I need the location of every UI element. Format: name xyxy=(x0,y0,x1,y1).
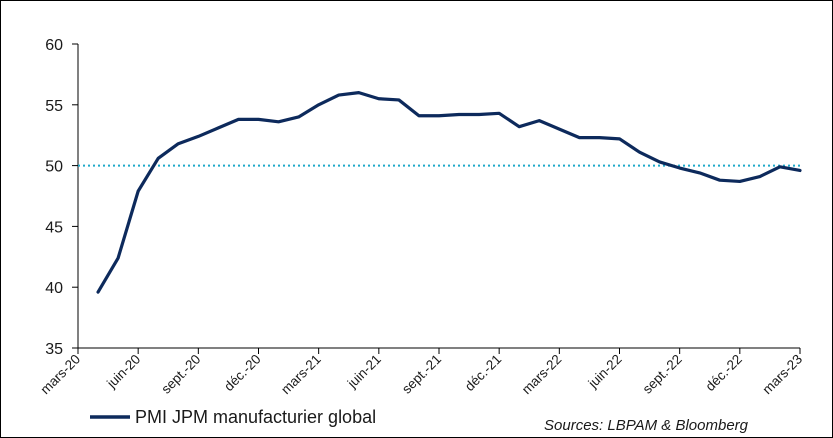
y-tick-label: 40 xyxy=(45,280,63,297)
x-tick-label: juin-22 xyxy=(585,352,625,392)
data-point xyxy=(457,113,461,116)
data-point xyxy=(337,93,340,97)
x-tick-label: mars-21 xyxy=(278,352,324,398)
legend: PMI JPM manufacturier global xyxy=(90,407,376,427)
data-point xyxy=(357,91,360,94)
y-tick-label: 35 xyxy=(45,341,63,358)
data-point xyxy=(197,135,200,138)
data-point xyxy=(718,178,721,182)
x-tick-label: déc.-20 xyxy=(221,352,263,394)
x-tick-label: juin-21 xyxy=(344,352,384,392)
data-point xyxy=(397,98,401,102)
data-point xyxy=(538,119,541,122)
data-point xyxy=(177,142,180,145)
data-point xyxy=(136,189,140,193)
x-axis: mars-20 juin-20 sept.-20 déc.-20 mars-21 juin… xyxy=(38,347,806,398)
data-point xyxy=(558,127,561,131)
data-point xyxy=(116,256,120,260)
x-tick-label: mars-22 xyxy=(519,352,565,398)
data-point xyxy=(437,114,441,117)
data-point xyxy=(618,137,621,141)
source-note: Sources: LBPAM & Bloomberg xyxy=(544,417,749,434)
series-line xyxy=(96,91,802,294)
data-point xyxy=(698,171,701,175)
x-tick-label: sept.-22 xyxy=(640,352,685,397)
data-point xyxy=(237,118,240,121)
data-point xyxy=(377,97,381,100)
x-tick-label: sept.-21 xyxy=(399,352,444,397)
data-point xyxy=(638,151,641,154)
x-tick-label: déc.-21 xyxy=(462,352,504,394)
x-tick-label: mars-23 xyxy=(760,352,806,398)
data-point xyxy=(157,157,160,160)
y-tick-label: 55 xyxy=(45,98,63,115)
x-tick-label: juin-20 xyxy=(103,352,143,392)
data-point xyxy=(678,166,681,170)
series-group xyxy=(96,91,802,294)
data-point xyxy=(217,126,220,130)
data-point xyxy=(297,115,300,119)
x-tick-label: déc.-22 xyxy=(703,352,745,394)
x-tick-label: mars-20 xyxy=(38,352,84,398)
x-tick-label: sept.-20 xyxy=(158,352,203,397)
y-tick-label: 45 xyxy=(45,219,63,236)
data-point xyxy=(658,160,661,164)
data-point xyxy=(798,169,802,172)
data-point xyxy=(758,175,762,178)
data-point xyxy=(477,113,481,116)
data-point xyxy=(417,114,421,117)
data-point xyxy=(778,165,782,169)
data-point xyxy=(96,290,100,294)
legend-label: PMI JPM manufacturier global xyxy=(135,407,376,427)
y-tick-label: 60 xyxy=(45,37,63,54)
y-axis: 35 40 45 50 55 60 xyxy=(45,37,79,358)
data-point xyxy=(578,136,581,139)
data-point xyxy=(257,118,260,121)
data-point xyxy=(317,103,320,107)
data-point xyxy=(598,136,601,139)
data-point xyxy=(497,112,501,115)
data-point xyxy=(518,125,521,128)
data-point xyxy=(738,180,742,183)
y-tick-label: 50 xyxy=(45,159,63,176)
data-point xyxy=(277,120,280,124)
